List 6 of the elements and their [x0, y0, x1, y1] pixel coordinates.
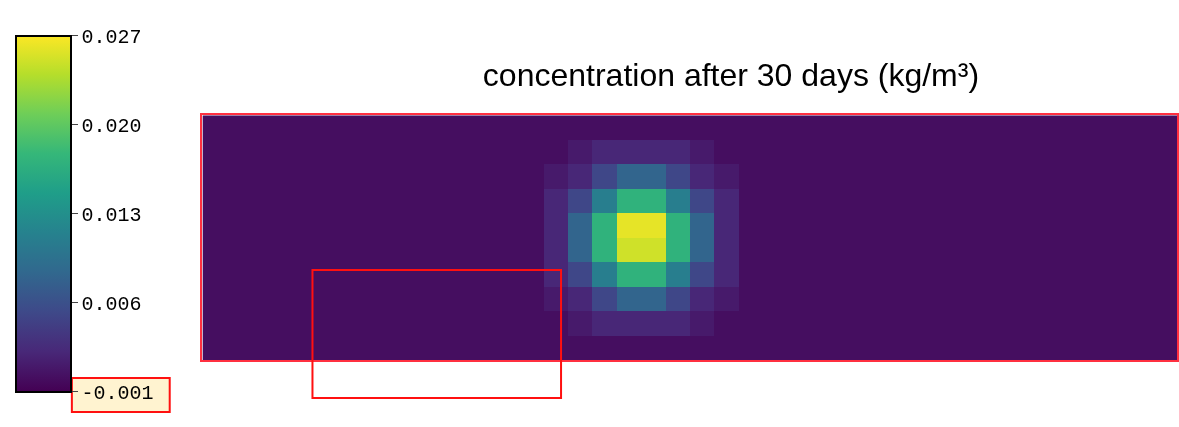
- color-bar-label: 0.020: [81, 114, 142, 138]
- color-bar-label: 0.027: [81, 25, 142, 49]
- color-bar-label: 0.006: [81, 292, 142, 316]
- chart-title: concentration after 30 days (kg/m³): [482, 57, 980, 94]
- color-bar-label: 0.013: [81, 203, 142, 227]
- color-bar-label: -0.001: [81, 381, 154, 405]
